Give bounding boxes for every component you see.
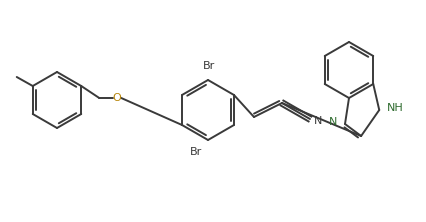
Text: N: N	[328, 117, 337, 127]
Text: O: O	[113, 93, 122, 103]
Text: N: N	[314, 116, 322, 126]
Text: Br: Br	[190, 147, 202, 157]
Text: Br: Br	[203, 61, 215, 71]
Text: NH: NH	[387, 103, 404, 113]
